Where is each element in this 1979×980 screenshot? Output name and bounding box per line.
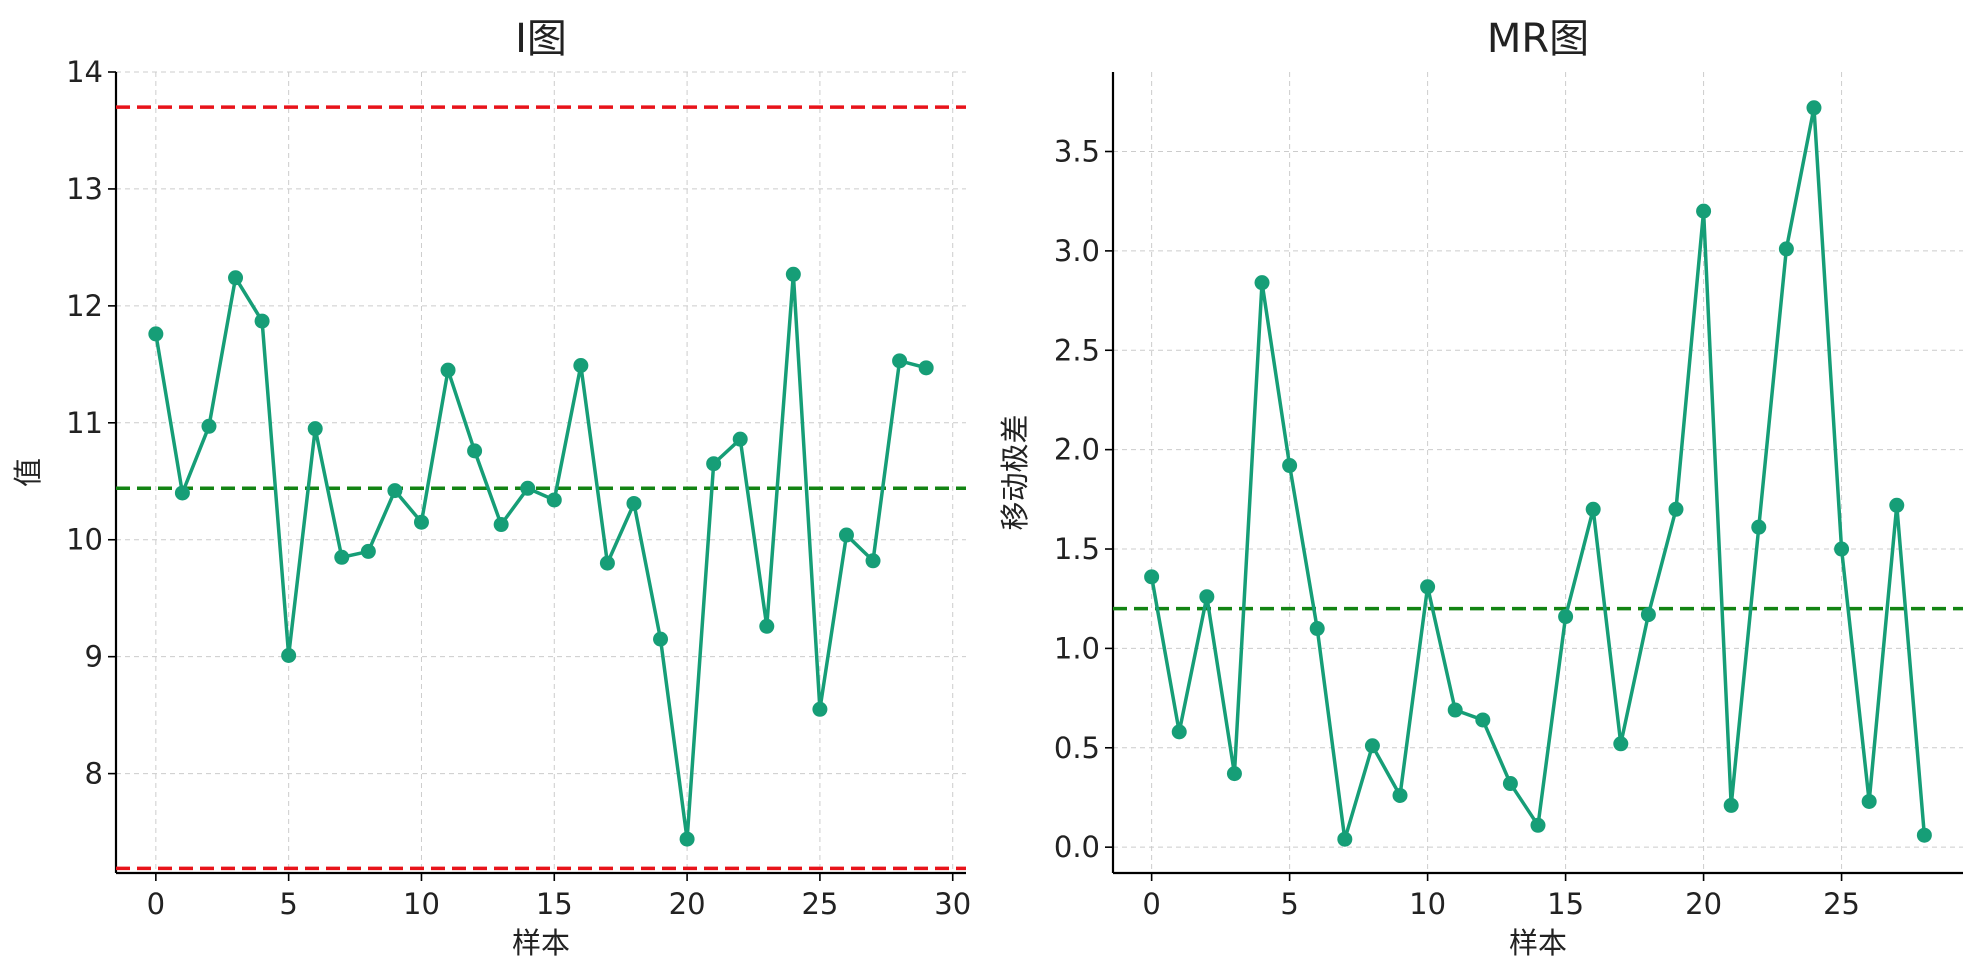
data-point bbox=[706, 456, 722, 472]
data-point bbox=[1502, 776, 1518, 792]
data-point bbox=[360, 543, 376, 559]
data-point bbox=[1199, 589, 1215, 605]
data-point bbox=[440, 362, 456, 378]
x-axis-label: 样本 bbox=[1509, 926, 1567, 960]
data-point bbox=[307, 421, 323, 437]
data-point bbox=[1889, 497, 1905, 513]
data-point bbox=[626, 495, 642, 511]
data-point bbox=[413, 514, 429, 530]
data-point bbox=[201, 418, 217, 434]
data-point bbox=[1475, 712, 1491, 728]
data-point bbox=[892, 353, 908, 369]
y-tick-label: 11 bbox=[66, 406, 103, 440]
data-point bbox=[520, 480, 536, 496]
data-point bbox=[1337, 831, 1353, 847]
data-point bbox=[732, 431, 748, 447]
x-tick-label: 15 bbox=[536, 887, 573, 921]
data-point bbox=[254, 313, 270, 329]
y-tick-label: 9 bbox=[85, 640, 103, 674]
x-tick-label: 20 bbox=[669, 887, 706, 921]
x-tick-label: 0 bbox=[147, 887, 165, 921]
data-point bbox=[599, 555, 615, 571]
data-point bbox=[1420, 579, 1436, 595]
data-point bbox=[1916, 827, 1932, 843]
x-axis-label: 样本 bbox=[512, 926, 570, 960]
data-point bbox=[573, 358, 589, 374]
data-point bbox=[1668, 501, 1684, 517]
y-axis-label: 移动极差 bbox=[998, 414, 1032, 530]
data-point bbox=[1392, 787, 1408, 803]
data-point bbox=[1447, 702, 1463, 718]
data-point bbox=[148, 326, 164, 342]
x-tick-label: 25 bbox=[1823, 887, 1860, 921]
data-point bbox=[493, 517, 509, 533]
data-point bbox=[1613, 736, 1629, 752]
x-tick-label: 10 bbox=[1409, 887, 1446, 921]
data-point bbox=[865, 553, 881, 569]
data-point bbox=[174, 485, 190, 501]
data-point bbox=[918, 360, 934, 376]
data-point bbox=[1282, 458, 1298, 474]
data-point bbox=[1144, 569, 1160, 585]
y-tick-label: 2.0 bbox=[1054, 433, 1100, 467]
x-tick-label: 25 bbox=[801, 887, 838, 921]
data-point bbox=[1364, 738, 1380, 754]
data-point bbox=[467, 443, 483, 459]
x-tick-label: 30 bbox=[934, 887, 971, 921]
data-point bbox=[1309, 621, 1325, 637]
data-point bbox=[387, 483, 403, 499]
data-point bbox=[838, 527, 854, 543]
data-point bbox=[1806, 100, 1822, 116]
data-point bbox=[1640, 607, 1656, 623]
data-point bbox=[334, 549, 350, 565]
y-tick-label: 13 bbox=[66, 172, 103, 206]
data-point bbox=[1226, 766, 1242, 782]
y-tick-label: 1.5 bbox=[1054, 532, 1100, 566]
x-tick-label: 20 bbox=[1685, 887, 1722, 921]
data-point bbox=[653, 631, 669, 647]
y-tick-label: 14 bbox=[66, 55, 103, 89]
data-point bbox=[679, 831, 695, 847]
data-point bbox=[1778, 241, 1794, 257]
x-tick-label: 5 bbox=[1280, 887, 1298, 921]
data-point bbox=[812, 701, 828, 717]
data-point bbox=[1171, 724, 1187, 740]
data-point bbox=[1254, 275, 1270, 291]
data-point bbox=[1751, 519, 1767, 535]
data-point bbox=[1530, 817, 1546, 833]
y-tick-label: 3.0 bbox=[1054, 234, 1100, 268]
y-tick-label: 12 bbox=[66, 289, 103, 323]
data-point bbox=[759, 618, 775, 634]
x-tick-label: 0 bbox=[1142, 887, 1160, 921]
y-tick-label: 0.0 bbox=[1054, 830, 1100, 864]
chart-title: MR图 bbox=[1487, 16, 1589, 62]
series-line bbox=[1149, 106, 1927, 841]
y-tick-label: 3.5 bbox=[1054, 135, 1100, 169]
data-point bbox=[1723, 797, 1739, 813]
chart-title: I图 bbox=[515, 16, 567, 62]
y-tick-label: 1.0 bbox=[1054, 631, 1100, 665]
series-line bbox=[154, 272, 927, 841]
data-point bbox=[281, 648, 297, 664]
data-point bbox=[546, 492, 562, 508]
data-point bbox=[1834, 541, 1850, 557]
data-point bbox=[228, 270, 244, 286]
y-axis-label: 值 bbox=[11, 458, 45, 487]
data-point bbox=[1861, 793, 1877, 809]
y-tick-label: 10 bbox=[66, 523, 103, 557]
data-point bbox=[785, 266, 801, 282]
x-tick-label: 5 bbox=[279, 887, 297, 921]
data-point bbox=[1585, 501, 1601, 517]
data-point bbox=[1558, 609, 1574, 625]
x-tick-label: 10 bbox=[403, 887, 440, 921]
y-tick-label: 8 bbox=[85, 757, 103, 791]
y-tick-label: 0.5 bbox=[1054, 731, 1100, 765]
y-tick-label: 2.5 bbox=[1054, 333, 1100, 367]
data-point bbox=[1696, 203, 1712, 219]
x-tick-label: 15 bbox=[1547, 887, 1584, 921]
